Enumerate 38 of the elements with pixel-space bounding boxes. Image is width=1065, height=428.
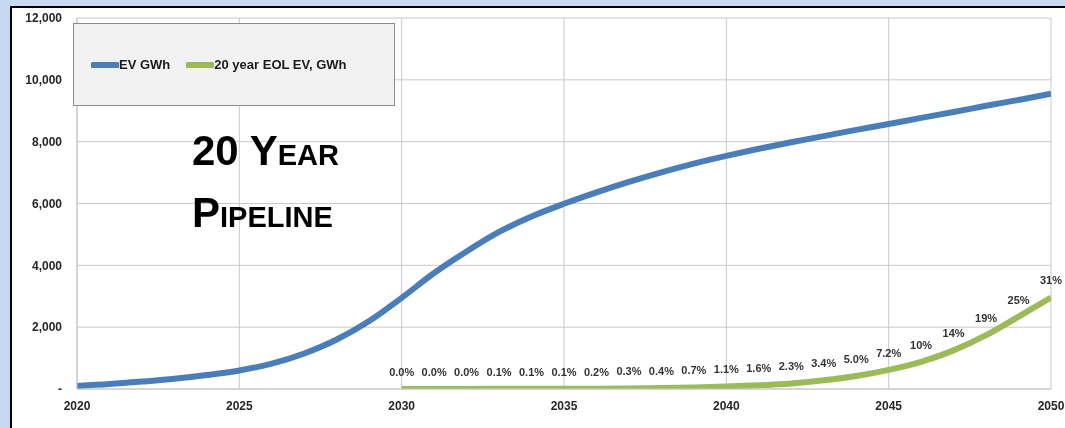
y-tick-label: - [58, 382, 62, 397]
y-tick-label: 6,000 [31, 196, 63, 211]
annotation: 0.1% [551, 365, 577, 378]
annotation: 0.1% [518, 365, 545, 378]
annotation: 0.1% [486, 365, 512, 378]
legend-label: 20 year EOL EV, GWh [214, 57, 347, 72]
annotation: 25% [1007, 293, 1030, 306]
x-tick-label: 2050 [1037, 398, 1065, 413]
annotation: 10% [910, 338, 933, 351]
annotation: 14% [942, 327, 965, 340]
legend-label: EV GWh [119, 57, 171, 72]
y-tick-label: 10,000 [25, 73, 63, 88]
annotation: 31% [1039, 274, 1063, 287]
x-tick-label: 2035 [550, 398, 578, 413]
y-tick-label: 12,000 [25, 11, 63, 26]
annotation: 19% [975, 312, 998, 325]
annotation: 1.1% [713, 363, 740, 376]
annotation: 0.2% [583, 365, 610, 378]
x-tick-label: 2025 [225, 398, 253, 413]
y-tick-label: 2,000 [31, 320, 63, 335]
annotation: 20 Year Pipeline [192, 126, 340, 238]
annotation: 0.3% [616, 365, 642, 378]
x-tick-label: 2020 [63, 398, 91, 413]
annotation: 0.7% [681, 364, 707, 377]
y-tick-label: 8,000 [31, 134, 63, 149]
annotation: 0.0% [421, 365, 447, 378]
annotation: 5.0% [843, 352, 869, 365]
annotation: 0.4% [648, 364, 675, 377]
annotation: 3.4% [811, 357, 837, 370]
annotation: 1.6% [746, 362, 772, 375]
x-tick-label: 2045 [875, 398, 903, 413]
x-tick-label: 2030 [388, 398, 416, 413]
annotation: 2.3% [778, 360, 805, 373]
x-tick-label: 2040 [712, 398, 740, 413]
annotation: 7.2% [876, 346, 902, 359]
y-tick-label: 4,000 [31, 258, 63, 273]
annotation: 0.0% [389, 365, 415, 378]
annotation: 0.0% [454, 365, 480, 378]
